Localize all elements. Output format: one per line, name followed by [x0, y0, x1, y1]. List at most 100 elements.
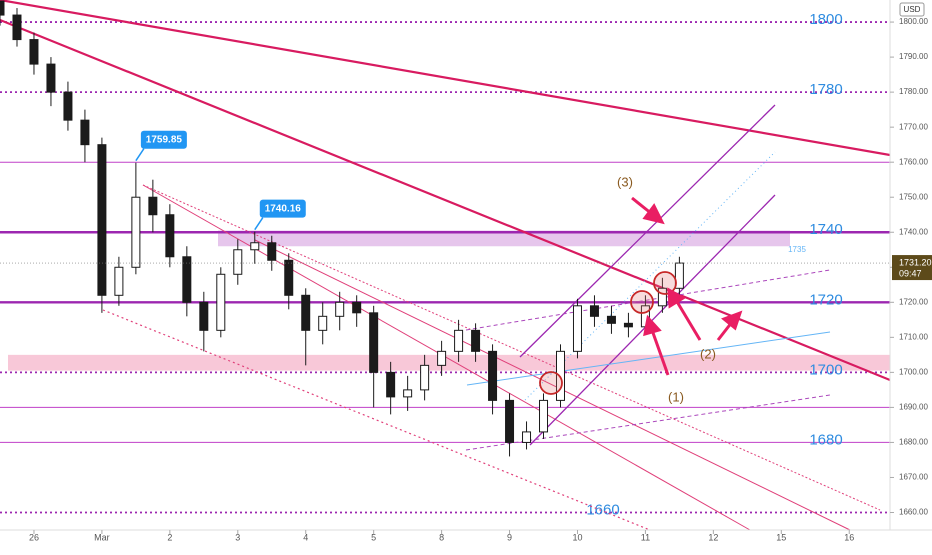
arrow — [674, 299, 702, 341]
y-tick-label: 1720.00 — [899, 297, 928, 306]
candle-body — [657, 287, 667, 307]
y-tick-label: 1700.00 — [899, 367, 928, 376]
level-label: 1800 — [809, 11, 842, 28]
candle-body — [674, 262, 684, 289]
y-tick-label: 1670.00 — [899, 473, 928, 482]
annotations: 1759.85 1740.16 1735 (1) (2) (3) — [135, 130, 806, 404]
candle-body — [233, 249, 243, 275]
candle-body — [420, 364, 430, 391]
candle-body — [352, 301, 362, 314]
candle-body — [114, 266, 124, 296]
trendline — [102, 309, 651, 531]
candle-body — [505, 399, 515, 443]
level-label: 1700 — [809, 361, 842, 378]
x-tick-label: 2 — [167, 532, 172, 542]
x-tick-label: 10 — [572, 532, 582, 542]
channel-line — [524, 151, 776, 401]
candle-body — [63, 91, 73, 121]
marker-circle — [653, 271, 677, 295]
callout-label: 1759.85 — [146, 134, 183, 145]
candle-body — [165, 214, 175, 258]
callout-box — [259, 199, 306, 218]
level-label: 1660 — [586, 501, 619, 518]
markers — [539, 271, 677, 395]
level-label: 1720 — [809, 291, 842, 308]
x-tick-label: 4 — [303, 532, 308, 542]
callout-stem — [254, 217, 264, 231]
callout-stem — [135, 148, 145, 162]
candle-body — [12, 14, 22, 41]
candle-body — [437, 350, 447, 366]
y-tick-label: 1790.00 — [899, 52, 928, 61]
x-tick-label: 11 — [641, 532, 650, 542]
annotation: (1) — [668, 389, 684, 404]
candle-body — [46, 63, 56, 93]
arrow — [650, 329, 670, 376]
y-tick-label: 1780.00 — [899, 87, 928, 96]
annotation: (3) — [617, 174, 633, 189]
level-label: 1780 — [809, 81, 842, 98]
candle-body — [250, 242, 260, 251]
channel-line — [465, 269, 831, 331]
candle-body — [386, 371, 396, 398]
candle-body — [267, 242, 277, 261]
trendline — [0, 0, 891, 157]
marker-circle — [630, 290, 654, 314]
candle-body — [0, 0, 5, 16]
last-price-label: 1731.20 — [899, 257, 932, 267]
y-tick-label: 1800.00 — [899, 17, 928, 26]
candle-body — [318, 315, 328, 331]
y-tick-label: 1680.00 — [899, 438, 928, 447]
candle-body — [148, 196, 158, 216]
candle-body — [522, 431, 532, 443]
candle-body — [471, 329, 481, 352]
y-tick-label: 1740.00 — [899, 227, 928, 236]
y-tick-label: 1660.00 — [899, 508, 928, 517]
candle-body — [623, 322, 633, 328]
candle-body — [182, 256, 192, 303]
x-tick-label: 12 — [708, 532, 718, 542]
arrows — [631, 196, 743, 376]
arrow-head — [643, 314, 662, 337]
channel-line — [519, 104, 776, 358]
currency-box — [899, 2, 925, 17]
level-label: 1680 — [809, 431, 842, 448]
zone — [8, 354, 890, 371]
arrow-head — [721, 310, 743, 331]
candle-body — [80, 119, 90, 146]
callout-box — [140, 130, 187, 149]
x-tick-label: 5 — [371, 532, 376, 542]
y-tick-label: 1690.00 — [899, 403, 928, 412]
zone — [218, 230, 790, 247]
candle-body — [539, 399, 549, 433]
trendline — [0, 18, 891, 382]
candle-body — [97, 144, 107, 296]
channel-line — [466, 331, 831, 386]
candle-body — [29, 39, 39, 65]
callout-label: 1740.16 — [265, 203, 302, 214]
candle-body — [369, 312, 379, 373]
x-tick-label: 8 — [439, 532, 444, 542]
levels: 1800 1780 1740 1720 1700 1680 1660 — [0, 11, 890, 518]
candle-body — [488, 350, 498, 401]
candle-body — [284, 259, 294, 296]
y-tick-label: 1770.00 — [899, 122, 928, 131]
y-tick-label: 1760.00 — [899, 157, 928, 166]
zones — [8, 230, 890, 371]
x-tick-label: 26 — [29, 532, 39, 542]
trendline — [254, 239, 851, 531]
candle-body — [301, 294, 311, 331]
candle-body — [335, 301, 345, 317]
x-tick-label: Mar — [94, 532, 110, 542]
countdown: 09:47 — [899, 268, 922, 278]
trendlines — [0, 0, 891, 531]
marker-circle — [539, 371, 563, 395]
candle-body — [454, 329, 464, 352]
last-price-box — [892, 255, 932, 281]
note-level: 1735 — [788, 245, 806, 254]
candle-body — [606, 315, 616, 324]
arrow-head — [642, 203, 665, 225]
x-tick-label: 3 — [235, 532, 240, 542]
